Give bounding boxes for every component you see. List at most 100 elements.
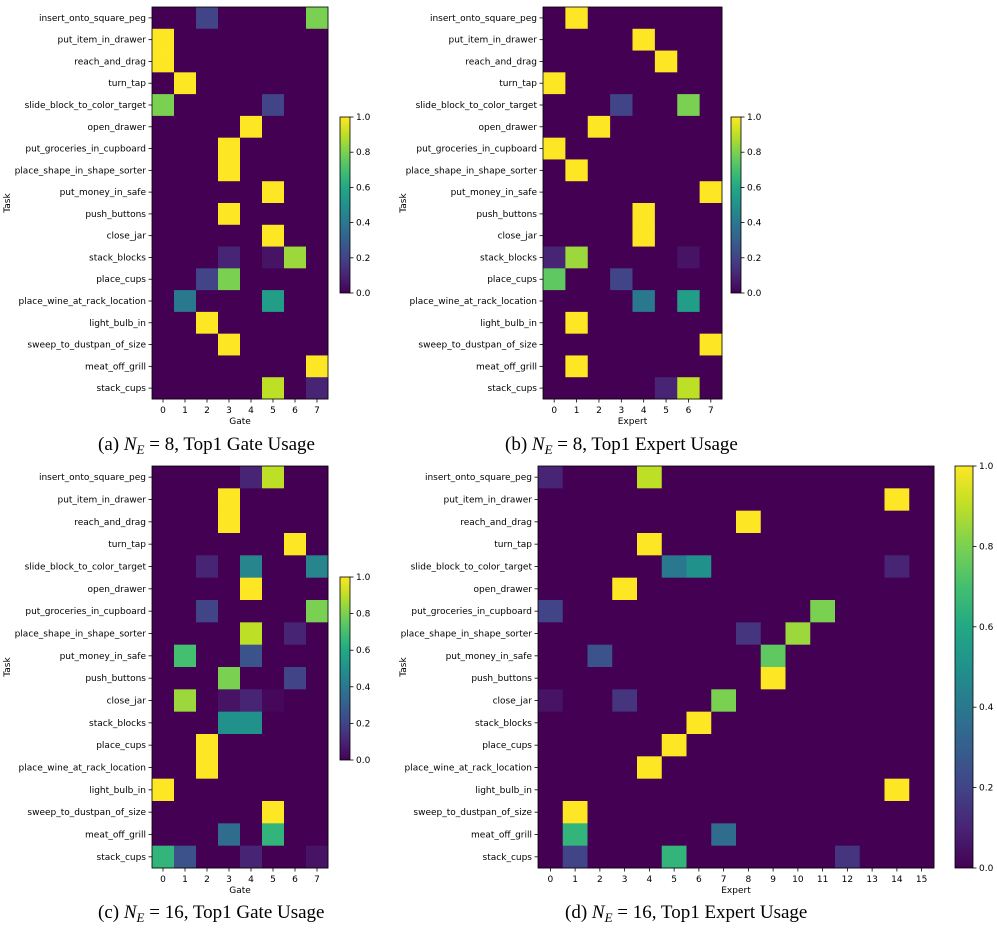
- y-tick-label-d-7: place_shape_in_shape_sorter: [401, 630, 533, 640]
- heatmap-cell-b-r14-c5: [654, 311, 678, 335]
- heatmap-cell-d-r8-c8: [736, 644, 762, 668]
- heatmap-cell-a-r8-c5: [262, 181, 285, 204]
- heatmap-cell-c-r16-c6: [284, 823, 307, 847]
- heatmap-cell-c-r14-c4: [240, 778, 263, 802]
- heatmap-cell-c-r5-c4: [240, 577, 263, 601]
- heatmap-cell-d-r9-c8: [736, 667, 762, 690]
- heatmap-cell-b-r11-c5: [654, 246, 678, 269]
- heatmap-cell-d-r13-c14: [884, 756, 910, 780]
- heatmap-cell-a-r15-c2: [196, 333, 219, 356]
- x-tick-label-b-2: 2: [596, 406, 602, 416]
- heatmap-cell-d-r10-c0: [538, 689, 564, 713]
- heatmap-cell-d-r15-c6: [686, 801, 712, 824]
- heatmap-cell-b-r11-c2: [587, 246, 611, 269]
- heatmap-cell-a-r17-c6: [284, 377, 307, 400]
- heatmap-cell-d-r5-c3: [612, 577, 638, 601]
- y-tick-label-c-1: put_item_in_drawer: [57, 496, 146, 506]
- heatmap-cell-c-r2-c2: [196, 510, 219, 534]
- heatmap-cell-d-r6-c1: [562, 600, 588, 623]
- heatmap-cell-b-r1-c6: [677, 28, 701, 51]
- heatmap-cell-d-r4-c8: [736, 555, 762, 579]
- heatmap-cell-d-r16-c0: [538, 823, 564, 847]
- heatmap-cell-d-r7-c2: [587, 622, 613, 646]
- heatmap-cell-d-r2-c11: [810, 510, 836, 534]
- heatmap-cell-b-r15-c3: [610, 333, 633, 356]
- heatmap-cell-d-r6-c12: [835, 600, 861, 623]
- x-tick-label-a-0: 0: [160, 406, 166, 416]
- heatmap-cell-b-r3-c3: [610, 72, 633, 95]
- heatmap-cell-d-r3-c8: [736, 533, 762, 556]
- y-tick-label-a-7: place_shape_in_shape_sorter: [15, 166, 147, 176]
- heatmap-cell-b-r15-c0: [543, 333, 566, 356]
- heatmap-cell-d-r6-c11: [810, 600, 836, 623]
- heatmap-cell-c-r17-c0: [152, 845, 175, 869]
- heatmap-cell-a-r14-c1: [174, 311, 197, 335]
- heatmap-cell-c-r14-c5: [262, 778, 285, 802]
- heatmap-cell-d-r2-c6: [686, 510, 712, 534]
- heatmap-cell-d-r17-c11: [810, 845, 836, 869]
- heatmap-cell-d-r7-c7: [711, 622, 737, 646]
- heatmap-cell-c-r10-c3: [218, 689, 241, 713]
- x-tick-label-d-4: 4: [647, 875, 653, 885]
- heatmap-cell-d-r10-c8: [736, 689, 762, 713]
- heatmap-cell-b-r13-c3: [610, 290, 633, 313]
- y-tick-label-b-2: reach_and_drag: [465, 57, 537, 67]
- heatmap-cell-a-r6-c0: [152, 137, 175, 160]
- heatmap-cell-b-r13-c6: [677, 290, 701, 313]
- heatmap-cell-c-r16-c5: [262, 823, 285, 847]
- heatmap-cell-b-r3-c5: [654, 72, 678, 95]
- heatmap-cell-b-r8-c2: [587, 181, 611, 204]
- heatmap-cell-b-r0-c4: [632, 7, 656, 30]
- heatmap-cell-b-r2-c7: [699, 50, 723, 73]
- heatmap-cell-a-r3-c1: [174, 72, 197, 95]
- heatmap-cell-b-r14-c0: [543, 311, 566, 335]
- colorbar-d: [954, 465, 974, 869]
- heatmap-cell-a-r0-c7: [306, 7, 329, 30]
- x-tick-label-c-6: 6: [292, 875, 298, 885]
- colorbar-tick-label-a-1: 0.2: [356, 254, 370, 264]
- heatmap-cell-d-r0-c11: [810, 466, 836, 489]
- heatmap-cell-b-r16-c7: [699, 355, 723, 378]
- heatmap-cell-b-r14-c6: [677, 311, 701, 335]
- heatmap-cell-b-r16-c6: [677, 355, 701, 378]
- heatmap-cell-c-r15-c7: [306, 801, 329, 824]
- heatmap-cell-a-r6-c2: [196, 137, 219, 160]
- heatmap-cell-a-r13-c1: [174, 290, 197, 313]
- heatmap-cell-b-r10-c5: [654, 224, 678, 247]
- heatmap-cell-d-r14-c9: [760, 778, 786, 802]
- heatmap-cell-b-r7-c7: [699, 159, 723, 182]
- heatmap-cell-d-r5-c14: [884, 577, 910, 601]
- heatmap-cell-d-r5-c5: [661, 577, 687, 601]
- heatmap-cell-a-r9-c6: [284, 203, 307, 226]
- heatmap-cell-c-r13-c6: [284, 756, 307, 780]
- heatmap-cell-c-r9-c4: [240, 667, 263, 690]
- y-tick-label-c-11: stack_blocks: [89, 719, 146, 729]
- heatmap-cell-d-r6-c14: [884, 600, 910, 623]
- heatmap-cell-c-r0-c5: [262, 466, 285, 489]
- heatmap-cell-b-r5-c5: [654, 115, 678, 139]
- heatmap-cell-d-r8-c3: [612, 644, 638, 668]
- heatmap-cell-b-r8-c4: [632, 181, 656, 204]
- heatmap-cell-d-r3-c7: [711, 533, 737, 556]
- heatmap-cell-a-r13-c0: [152, 290, 175, 313]
- heatmap-cell-c-r1-c2: [196, 488, 219, 512]
- heatmap-cell-d-r13-c15: [909, 756, 935, 780]
- heatmap-cell-c-r5-c1: [174, 577, 197, 601]
- y-tick-label-a-1: put_item_in_drawer: [57, 36, 146, 46]
- y-tick-label-b-6: put_groceries_in_cupboard: [416, 145, 537, 155]
- heatmap-cell-b-r12-c2: [587, 268, 611, 291]
- heatmap-cell-d-r17-c12: [835, 845, 861, 869]
- heatmap-cell-d-r2-c13: [859, 510, 885, 534]
- heatmap-cell-c-r9-c2: [196, 667, 219, 690]
- heatmap-cell-b-r5-c6: [677, 115, 701, 139]
- heatmap-cell-a-r13-c3: [218, 290, 241, 313]
- heatmap-cell-b-r3-c2: [587, 72, 611, 95]
- y-tick-label-d-1: put_item_in_drawer: [443, 496, 532, 506]
- heatmap-cell-d-r13-c0: [538, 756, 564, 780]
- heatmap-cell-c-r2-c5: [262, 510, 285, 534]
- heatmap-cell-d-r8-c1: [562, 644, 588, 668]
- heatmap-cell-b-r14-c4: [632, 311, 656, 335]
- heatmap-cell-a-r2-c4: [240, 50, 263, 73]
- heatmap-cell-c-r5-c7: [306, 577, 329, 601]
- y-tick-label-d-4: slide_block_to_color_target: [411, 563, 533, 573]
